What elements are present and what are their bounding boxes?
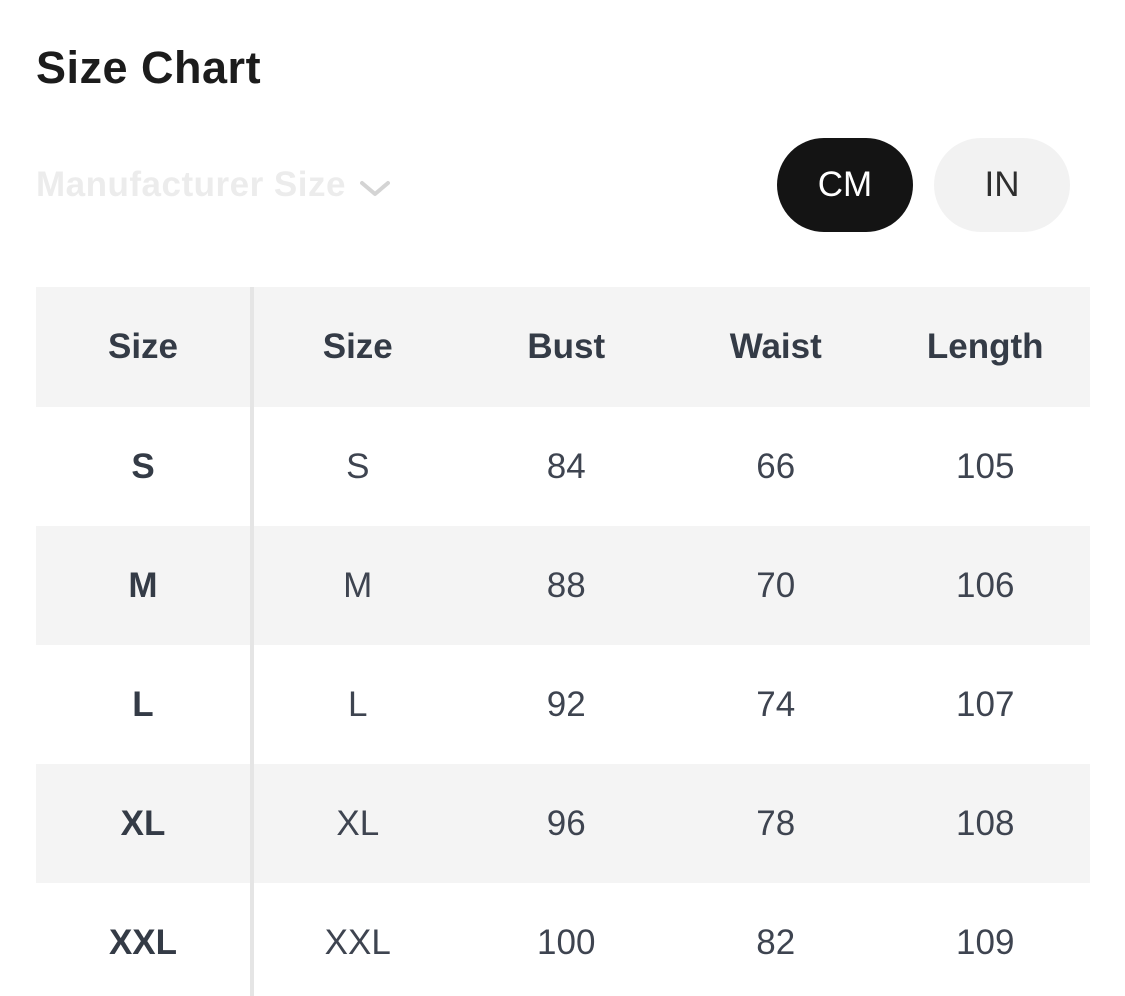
unit-cm-button[interactable]: CM: [777, 138, 913, 232]
controls-row: Manufacturer Size CM IN: [36, 138, 1070, 232]
cell-waist: 70: [756, 565, 796, 605]
cell-bust: 88: [546, 565, 586, 605]
cell-waist: 66: [756, 446, 796, 486]
cell-waist: 82: [756, 922, 796, 962]
cell-size: XXL: [324, 922, 391, 962]
chevron-down-icon: [359, 181, 390, 196]
row-label: L: [36, 645, 254, 764]
unit-toggle: CM IN: [777, 138, 1070, 232]
cell-size: M: [343, 565, 373, 605]
cell-length: 107: [956, 684, 1015, 724]
cell-size: S: [346, 446, 370, 486]
table-row-s: S S 84 66 105: [36, 407, 1090, 526]
col-header-bust: Bust: [527, 327, 606, 366]
cell-size: L: [348, 684, 368, 724]
table-header-row: Size Size Bust Waist Length: [36, 287, 1090, 407]
cell-length: 105: [956, 446, 1015, 486]
cell-bust: 84: [546, 446, 586, 486]
cell-bust: 92: [546, 684, 586, 724]
row-label: XL: [36, 764, 254, 883]
col-header-size: Size: [322, 327, 393, 366]
table-row-xl: XL XL 96 78 108: [36, 764, 1090, 883]
row-label: M: [36, 526, 254, 645]
cell-waist: 74: [756, 684, 796, 724]
col-header-size-manufacturer: Size: [36, 287, 254, 407]
cell-size: XL: [336, 803, 380, 843]
table-row-m: M M 88 70 106: [36, 526, 1090, 645]
cell-waist: 78: [756, 803, 796, 843]
size-chart-panel: Size Chart Manufacturer Size CM IN Size …: [0, 42, 1125, 996]
size-table: Size Size Bust Waist Length S S 84 66 10…: [36, 287, 1092, 996]
col-header-waist: Waist: [729, 327, 822, 366]
manufacturer-size-dropdown[interactable]: Manufacturer Size: [36, 165, 390, 205]
cell-bust: 96: [546, 803, 586, 843]
table-row-l: L L 92 74 107: [36, 645, 1090, 764]
unit-in-button[interactable]: IN: [934, 138, 1070, 232]
col-header-length: Length: [926, 327, 1044, 366]
row-label: XXL: [36, 883, 254, 996]
cell-length: 106: [956, 565, 1015, 605]
row-label: S: [36, 407, 254, 526]
cell-bust: 100: [537, 922, 596, 962]
manufacturer-size-label: Manufacturer Size: [36, 165, 346, 204]
table-row-xxl: XXL XXL 100 82 109: [36, 883, 1090, 996]
cell-length: 109: [956, 922, 1015, 962]
cell-length: 108: [956, 803, 1015, 843]
page-title: Size Chart: [36, 42, 262, 93]
